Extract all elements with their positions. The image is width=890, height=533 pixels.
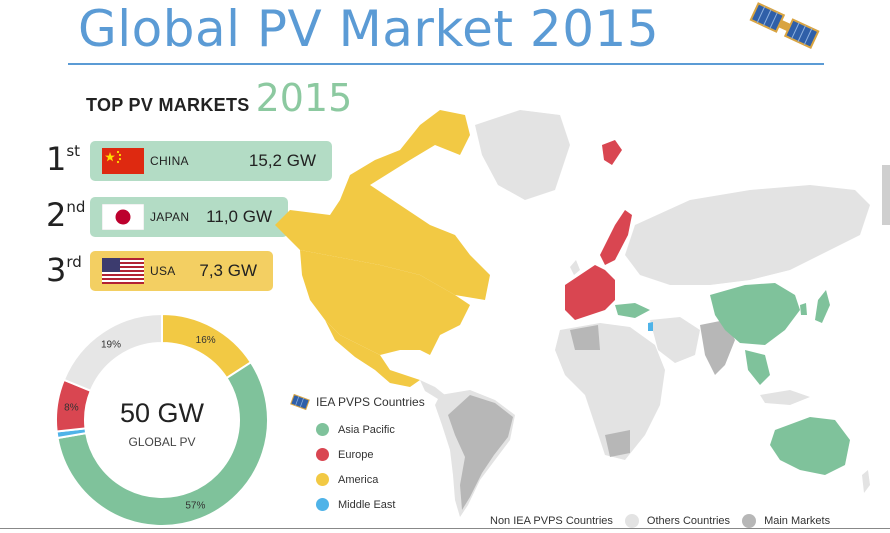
map-europe bbox=[565, 265, 615, 320]
title-divider bbox=[68, 63, 824, 65]
map-canada bbox=[275, 110, 490, 300]
china-flag-icon bbox=[102, 148, 144, 174]
market-box-japan: JAPAN 11,0 GW bbox=[90, 197, 288, 237]
non-iea-legend-title: Non IEA PVPS Countries bbox=[490, 515, 613, 527]
legend-item-asia-pacific: Asia Pacific bbox=[316, 423, 425, 436]
legend-swatch bbox=[316, 423, 329, 436]
solar-satellite-icon bbox=[749, 2, 820, 49]
map-southeast-asia bbox=[745, 350, 770, 385]
page-title: Global PV Market 2015 bbox=[78, 0, 660, 58]
usa-flag-icon bbox=[102, 258, 144, 284]
rank-2-label: 2nd bbox=[46, 196, 85, 234]
rank-number: 2 bbox=[46, 196, 67, 234]
map-turkey bbox=[615, 303, 650, 318]
market-capacity: 11,0 GW bbox=[206, 207, 272, 226]
legend-label: Middle East bbox=[338, 498, 396, 511]
section-heading: TOP PV MARKETS 2015 bbox=[86, 76, 352, 120]
map-brazil-argentina bbox=[448, 395, 513, 510]
map-china bbox=[710, 283, 800, 345]
legend-label-others: Others Countries bbox=[646, 515, 731, 527]
legend-title-text: IEA PVPS Countries bbox=[316, 395, 425, 409]
pie-slice-label: 8% bbox=[64, 403, 79, 414]
map-russia bbox=[625, 185, 870, 285]
market-country-name: USA bbox=[150, 264, 176, 278]
market-box-china: CHINA 15,2 GW bbox=[90, 141, 332, 181]
rank-number: 1 bbox=[46, 140, 67, 178]
market-country-name: CHINA bbox=[150, 154, 189, 168]
map-africa bbox=[555, 323, 665, 460]
rank-1-label: 1st bbox=[46, 140, 80, 178]
legend-item-middle-east: Middle East bbox=[316, 498, 425, 511]
map-south-africa bbox=[605, 430, 630, 457]
map-indonesia bbox=[760, 390, 810, 405]
map-north-africa-markets bbox=[570, 325, 600, 350]
legend-label: Europe bbox=[338, 448, 374, 461]
pie-slice-label: 16% bbox=[196, 335, 216, 346]
pie-slice-label: 19% bbox=[101, 340, 121, 351]
map-new-zealand bbox=[862, 470, 870, 493]
pie-slice-label: 57% bbox=[185, 501, 205, 512]
legend-item-america: America bbox=[316, 473, 425, 486]
legend-swatch-main-markets bbox=[742, 514, 757, 528]
legend-label: America bbox=[338, 473, 379, 486]
pie-slice-asia-pacific bbox=[56, 360, 269, 527]
section-heading-year: 2015 bbox=[255, 76, 353, 120]
legend-swatch bbox=[316, 473, 329, 486]
non-iea-legend: Non IEA PVPS Countries Others Countries … bbox=[490, 514, 830, 528]
pie-slices bbox=[55, 312, 269, 527]
map-australia bbox=[770, 417, 850, 475]
market-capacity: 7,3 GW bbox=[199, 261, 257, 280]
map-usa bbox=[300, 250, 470, 355]
donut-center-value: 50 GW bbox=[120, 398, 205, 428]
pie-slice-others bbox=[62, 312, 163, 393]
legend-item-europe: Europe bbox=[316, 448, 425, 461]
map-india bbox=[700, 320, 735, 375]
rank-suffix: nd bbox=[66, 198, 86, 216]
map-svalbard bbox=[602, 140, 622, 165]
rank-3-label: 3rd bbox=[46, 251, 82, 289]
map-greenland bbox=[475, 110, 570, 200]
world-map bbox=[275, 110, 870, 517]
market-country-name: JAPAN bbox=[150, 210, 190, 224]
map-japan bbox=[815, 290, 830, 323]
legend-label: Asia Pacific bbox=[338, 423, 395, 436]
legend-label-main-markets: Main Markets bbox=[764, 515, 831, 527]
legend-swatch bbox=[316, 448, 329, 461]
map-mexico bbox=[325, 320, 420, 387]
edge-fragment bbox=[882, 165, 890, 225]
legend-swatch-others bbox=[624, 514, 639, 528]
donut-center-label: GLOBAL PV bbox=[129, 435, 196, 449]
map-israel bbox=[648, 322, 653, 331]
map-korea bbox=[800, 303, 807, 315]
legend-title: IEA PVPS Countries bbox=[290, 393, 425, 411]
pie-slice-labels: 16% 57% 8% 19% bbox=[64, 335, 216, 512]
rank-suffix: rd bbox=[66, 253, 82, 271]
solar-panel-icon bbox=[290, 393, 310, 411]
map-uk bbox=[570, 260, 580, 275]
map-middle-east bbox=[650, 317, 700, 363]
map-central-america bbox=[420, 380, 445, 399]
section-heading-text: TOP PV MARKETS bbox=[86, 95, 250, 115]
rank-number: 3 bbox=[46, 251, 67, 289]
iea-legend: IEA PVPS Countries Asia Pacific Europe A… bbox=[290, 393, 425, 511]
market-capacity: 15,2 GW bbox=[248, 151, 316, 170]
map-scandinavia bbox=[600, 210, 632, 265]
rank-suffix: st bbox=[66, 142, 81, 160]
market-box-usa: USA 7,3 GW bbox=[90, 251, 273, 291]
pie-chart: 16% 57% 8% 19% 50 GW GLOBAL PV bbox=[55, 312, 269, 527]
japan-flag-icon bbox=[102, 204, 144, 230]
legend-swatch bbox=[316, 498, 329, 511]
bottom-divider bbox=[0, 528, 890, 529]
